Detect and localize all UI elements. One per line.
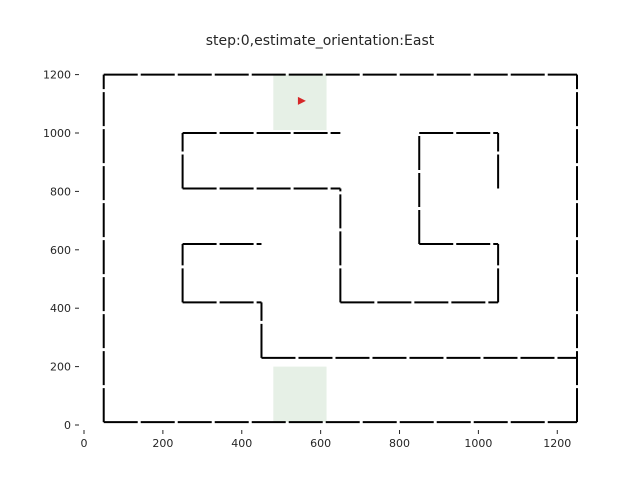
y-tick-label: 1000	[43, 127, 71, 140]
x-tick-label: 800	[389, 437, 410, 450]
x-tick-label: 600	[310, 437, 331, 450]
y-tick-label: 1200	[43, 69, 71, 82]
y-tick-label: 0	[64, 419, 71, 432]
agent-marker-group	[297, 96, 306, 105]
highlight-regions	[273, 74, 327, 423]
plot-title: step:0,estimate_orientation:East	[205, 33, 435, 49]
agent-marker	[297, 96, 306, 105]
x-tick-label: 1200	[543, 437, 571, 450]
x-axis: 0 200 400 600 800 1000 1200	[81, 430, 571, 450]
x-tick-label: 1000	[464, 437, 492, 450]
maze-walls	[102, 73, 578, 424]
y-tick-label: 200	[50, 361, 71, 374]
y-tick-label: 800	[50, 185, 71, 198]
y-axis: 0 200 400 600 800 1000 1200	[43, 69, 79, 432]
y-tick-label: 600	[50, 244, 71, 257]
x-tick-label: 0	[81, 437, 88, 450]
x-tick-label: 400	[231, 437, 252, 450]
y-tick-label: 400	[50, 302, 71, 315]
highlight-region	[273, 366, 327, 423]
x-tick-label: 200	[152, 437, 173, 450]
